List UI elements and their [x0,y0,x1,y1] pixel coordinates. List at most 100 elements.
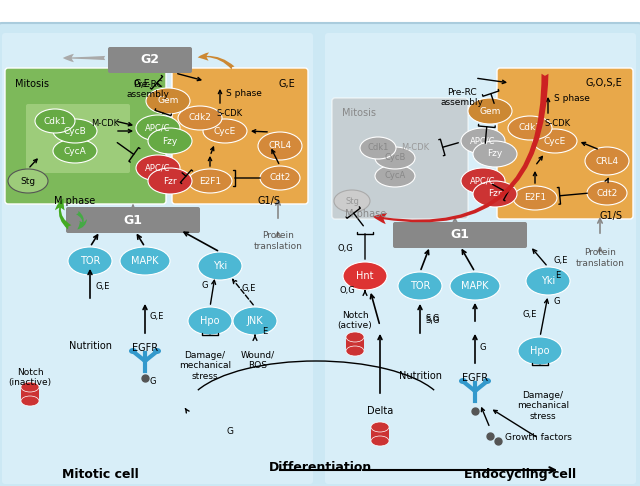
FancyBboxPatch shape [325,33,636,484]
Text: G: G [202,281,209,291]
Text: E2F1: E2F1 [524,193,546,203]
Text: Fzr: Fzr [163,176,177,186]
Text: APC/C: APC/C [470,137,496,145]
Text: G: G [480,344,486,352]
Text: Gem: Gem [157,97,179,105]
Text: APC/C: APC/C [145,163,171,173]
FancyArrowPatch shape [55,198,72,230]
Text: G,E: G,E [133,79,150,89]
FancyBboxPatch shape [108,47,192,73]
Text: Stg: Stg [20,176,36,186]
Ellipse shape [35,109,75,133]
Text: MAPK: MAPK [461,281,489,291]
Text: CycB: CycB [384,154,406,162]
Ellipse shape [21,396,39,406]
Text: Notch
(inactive): Notch (inactive) [8,368,52,387]
Text: Cdk1: Cdk1 [44,117,67,125]
Ellipse shape [53,139,97,163]
Text: Notch
(active): Notch (active) [338,311,372,330]
Text: G: G [227,427,234,435]
Text: Mitosis: Mitosis [15,79,49,89]
Text: G: G [553,296,559,306]
Ellipse shape [450,272,500,300]
Ellipse shape [146,88,190,114]
Text: CycB: CycB [63,126,86,136]
Text: G1/S: G1/S [599,211,622,221]
Text: S phase: S phase [554,94,590,103]
Text: Hpo: Hpo [200,316,220,326]
Text: Wound/
ROS: Wound/ ROS [241,351,275,370]
Text: Fzr: Fzr [488,190,502,198]
Text: G: G [149,377,156,385]
Ellipse shape [513,186,557,210]
Text: Protein
translation: Protein translation [575,248,625,268]
Text: CycE: CycE [214,126,236,136]
Text: CRL4: CRL4 [268,141,292,151]
Text: G,O,S,E: G,O,S,E [585,78,622,88]
Text: Mitosis: Mitosis [342,108,376,118]
Text: G,E: G,E [278,79,295,89]
Text: JNK: JNK [246,316,263,326]
Text: Protein
translation: Protein translation [253,231,303,251]
Ellipse shape [585,147,629,175]
Ellipse shape [473,181,517,207]
Text: Cdt2: Cdt2 [269,174,291,183]
Ellipse shape [461,128,505,154]
FancyArrowPatch shape [63,54,105,62]
Ellipse shape [148,128,192,154]
Text: O,G: O,G [337,244,353,254]
Ellipse shape [153,348,161,354]
FancyArrowPatch shape [372,74,548,224]
FancyBboxPatch shape [393,222,527,248]
Ellipse shape [518,337,562,365]
Text: EGFR: EGFR [132,343,158,353]
Ellipse shape [343,262,387,290]
Ellipse shape [188,307,232,335]
Ellipse shape [461,168,505,194]
Text: Cdk2: Cdk2 [518,123,541,133]
Text: M phase: M phase [54,196,95,206]
Text: TOR: TOR [410,281,430,291]
FancyBboxPatch shape [172,68,308,204]
Text: MAPK: MAPK [131,256,159,266]
Text: Fzy: Fzy [488,150,502,158]
FancyBboxPatch shape [5,68,166,204]
FancyArrowPatch shape [198,52,234,69]
Text: Growth factors: Growth factors [505,434,572,442]
Ellipse shape [375,165,415,187]
Text: Fzy: Fzy [163,137,178,145]
Text: Gem: Gem [479,106,500,116]
Text: Hnt: Hnt [356,271,374,281]
Ellipse shape [198,252,242,280]
Text: Damage/
mechanical
stress: Damage/ mechanical stress [517,391,569,421]
FancyBboxPatch shape [2,33,313,484]
Ellipse shape [360,137,396,159]
Ellipse shape [203,119,247,143]
Text: Damage/
mechanical
stress: Damage/ mechanical stress [179,351,231,381]
Text: S phase: S phase [226,89,262,98]
Text: Pre-RC
assembly: Pre-RC assembly [440,88,483,107]
Ellipse shape [371,422,389,432]
Ellipse shape [148,168,192,194]
Text: E: E [555,272,560,280]
FancyBboxPatch shape [0,23,640,486]
Text: S-CDK: S-CDK [217,109,243,119]
Text: Delta: Delta [367,406,393,416]
Text: CycA: CycA [385,172,406,180]
Bar [346,337,364,351]
FancyBboxPatch shape [332,98,468,219]
Ellipse shape [371,436,389,446]
Text: Cdk1: Cdk1 [367,143,388,153]
Text: M-CDK: M-CDK [401,143,429,153]
Text: Pre-RC
assembly: Pre-RC assembly [127,80,170,100]
Text: E: E [262,327,268,335]
Text: E2F1: E2F1 [199,176,221,186]
Ellipse shape [21,382,39,392]
Text: Yki: Yki [541,276,555,286]
Bar [371,427,389,441]
Text: M phase: M phase [345,209,387,219]
Ellipse shape [508,116,552,140]
Ellipse shape [483,378,491,384]
Ellipse shape [260,166,300,190]
Text: G2: G2 [141,53,159,67]
